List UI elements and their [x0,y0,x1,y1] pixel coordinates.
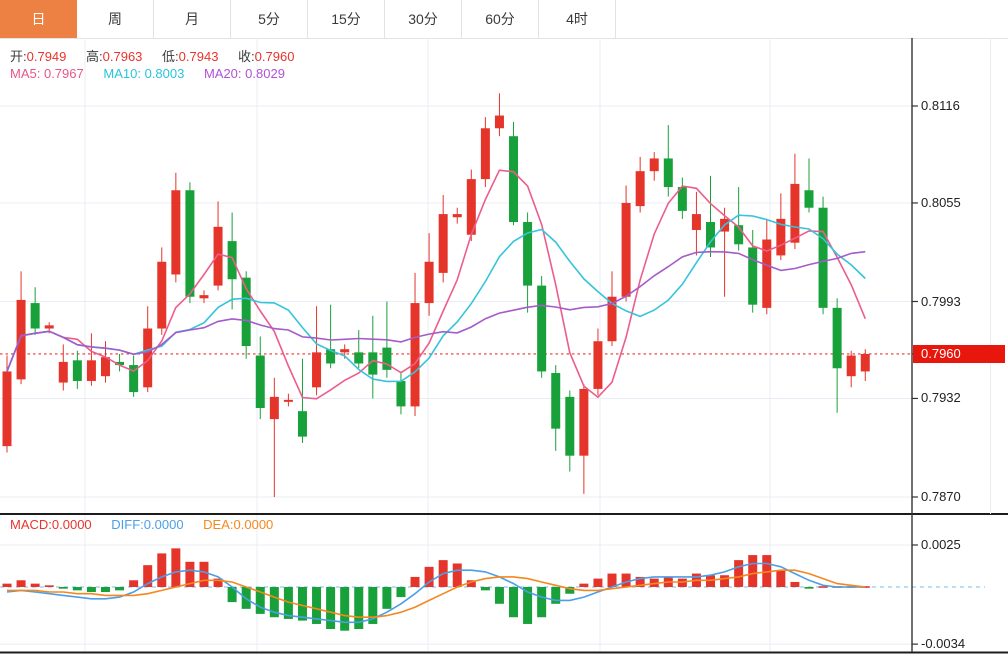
high-label: 高: [86,49,103,64]
close-label: 收: [238,49,255,64]
ma-legend: MA5: 0.7967 MA10: 0.8003 MA20: 0.8029 [10,66,301,81]
dea-value: 0.0000 [233,517,274,532]
interval-tabbar: 日 周 月 5分 15分 30分 60分 4时 [0,0,1008,39]
frame-layer [0,38,1008,654]
axis-tick-label: -0.0034 [921,636,966,652]
diff-value: 0.0000 [143,517,184,532]
high-value: 0.7963 [102,49,143,64]
axis-tick-label: 0.7993 [921,293,961,309]
low-value: 0.7943 [178,49,219,64]
open-value: 0.7949 [26,49,67,64]
axis-tick-label: 0.0025 [921,537,961,552]
tab-5min[interactable]: 5分 [231,0,308,38]
tab-60min[interactable]: 60分 [462,0,539,38]
tab-4hour[interactable]: 4时 [539,0,616,38]
tab-30min[interactable]: 30分 [385,0,462,38]
dea-label: DEA: [203,517,234,532]
close-value: 0.7960 [254,49,295,64]
macd-layer [0,548,985,631]
ma5-line [6,169,867,400]
axis-tick-label: 0.7870 [921,489,961,504]
ma10-line [6,214,866,383]
macd-value: 0.0000 [51,517,92,532]
ma5-value: 0.7967 [43,66,84,81]
tab-15min[interactable]: 15分 [308,0,385,38]
ma10-label: MA10: [103,66,141,81]
tab-week[interactable]: 周 [77,0,154,38]
ma10-value: 0.8003 [144,66,185,81]
axis-tick-label: 0.7932 [921,390,961,406]
ma20-value: 0.8029 [245,66,285,81]
tab-day[interactable]: 日 [0,0,77,38]
axis-tick-label: 0.8116 [921,98,960,113]
last-price-badge: 0.7960 [913,344,1005,363]
macd-label: MACD: [10,517,52,532]
low-label: 低: [162,49,179,64]
ma20-label: MA20: [203,66,242,81]
ohlc-legend: 开:0.7949 高:0.7963 低:0.7943 收:0.7960 [10,46,310,65]
dea-line [7,569,866,618]
ma-lines-layer [6,169,867,400]
diff-label: DIFF: [111,517,144,532]
diff-line [6,562,866,624]
axis-tick-label: 0.8055 [921,194,961,210]
grid-layer [0,38,912,651]
macd-legend: MACD:0.0000 DIFF:0.0000 DEA:0.0000 [10,517,289,532]
tab-month[interactable]: 月 [154,0,231,38]
ma20-line [6,250,866,372]
candles-layer [2,93,870,498]
open-label: 开: [10,49,27,64]
ma5-label: MA5: [10,66,41,81]
